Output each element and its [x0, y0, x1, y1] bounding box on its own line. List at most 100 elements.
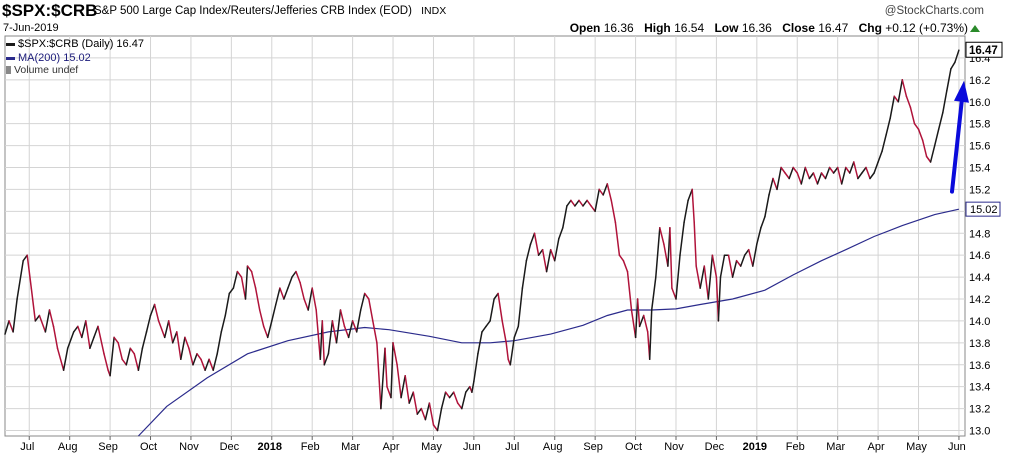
price-segment — [679, 221, 685, 256]
price-segment — [925, 155, 932, 163]
price-segment — [153, 303, 160, 322]
price-segment — [244, 265, 249, 300]
plot-frame — [4, 35, 966, 437]
price-segment — [228, 287, 235, 295]
price-segment — [913, 122, 920, 130]
price-segment — [610, 199, 617, 224]
price-segment — [376, 342, 382, 410]
y-tick-label: 13.8 — [969, 338, 990, 350]
price-segment — [408, 391, 415, 404]
price-segment — [933, 128, 940, 147]
price-segment — [311, 287, 317, 311]
y-tick-label: 16.0 — [969, 97, 990, 109]
price-segment — [517, 287, 524, 328]
price-segment — [889, 95, 896, 119]
price-segment — [942, 90, 948, 114]
price-segment — [266, 320, 273, 339]
price-segment — [849, 161, 855, 174]
price-segment — [295, 270, 301, 284]
price-segment — [905, 95, 912, 108]
price-segment — [804, 166, 811, 180]
brand-watermark[interactable]: @StockCharts.com — [884, 5, 984, 17]
price-segment — [400, 374, 406, 399]
price-segment — [687, 188, 693, 202]
price-segment — [275, 287, 281, 306]
price-segment — [321, 320, 326, 366]
price-segment — [590, 205, 596, 213]
price-segment — [456, 402, 463, 410]
y-tick-label: 13.0 — [969, 426, 990, 438]
price-segment — [683, 199, 689, 224]
price-segment — [638, 314, 645, 328]
price-segment — [760, 216, 766, 229]
price-segment — [163, 320, 170, 339]
price-segment — [650, 276, 657, 311]
chart-date: 7-Jun-2019 — [3, 22, 59, 34]
price-segment — [246, 265, 253, 273]
low-value: 16.36 — [741, 21, 772, 35]
price-segment — [541, 248, 548, 273]
price-segment — [359, 292, 366, 311]
price-segment — [212, 353, 218, 371]
open-label: Open — [569, 21, 601, 35]
price-segment — [240, 276, 247, 300]
price-segment — [44, 309, 51, 333]
price-segment — [34, 314, 41, 322]
price-segment — [149, 303, 156, 317]
y-tick-label: 13.6 — [969, 360, 990, 372]
price-segment — [444, 391, 451, 399]
x-tick-label: Aug — [543, 441, 563, 453]
price-segment — [752, 243, 758, 267]
close-label: Close — [782, 21, 815, 35]
x-tick-label: Dec — [705, 441, 725, 453]
price-segment — [157, 320, 166, 339]
price-segment — [630, 309, 637, 339]
price-segment — [224, 292, 231, 317]
price-segment — [343, 325, 350, 339]
change-label: Chg — [858, 21, 882, 35]
price-segment — [307, 287, 313, 311]
price-segment — [368, 298, 374, 322]
price-segment — [909, 106, 916, 125]
price-segment — [671, 287, 677, 300]
price-segment — [602, 183, 609, 196]
x-tick-label: 2019 — [743, 441, 767, 453]
price-segment — [485, 320, 491, 328]
price-segment — [137, 347, 144, 371]
price-segment — [109, 336, 115, 377]
price-segment — [622, 259, 629, 273]
x-tick-label: Oct — [625, 441, 642, 453]
y-tick-label: 15.2 — [969, 184, 990, 196]
price-segment — [283, 287, 289, 300]
y-tick-label: 14.2 — [969, 294, 990, 306]
price-segment — [299, 281, 305, 300]
price-segment — [521, 259, 528, 289]
legend-price-label: $SPX:$CRB (Daily) 16.47 — [18, 38, 144, 50]
close-value: 16.47 — [818, 21, 849, 35]
x-tick-label: 2018 — [258, 441, 282, 453]
price-segment — [384, 347, 388, 388]
price-segment — [473, 353, 479, 382]
price-segment — [636, 298, 641, 328]
price-segment — [703, 265, 710, 300]
ma200-line — [137, 208, 960, 437]
price-segment — [48, 309, 55, 328]
price-segment — [347, 320, 354, 339]
price-segment — [946, 68, 952, 92]
x-tick-label: Feb — [786, 441, 805, 453]
y-tick-label: 13.2 — [969, 404, 990, 416]
y-tick-label: 13.4 — [969, 382, 990, 394]
x-tick-label: Sep — [98, 441, 118, 453]
price-segment — [176, 331, 182, 361]
x-tick-label: Jul — [20, 441, 34, 453]
price-segment — [857, 172, 863, 180]
price-segment — [12, 298, 18, 333]
price-segment — [861, 166, 867, 174]
price-segment — [477, 331, 483, 355]
price-segment — [145, 314, 152, 333]
price-segment — [303, 298, 309, 311]
price-value-badge — [965, 41, 1003, 58]
price-segment — [743, 248, 750, 256]
x-tick-label: Apr — [868, 441, 885, 453]
